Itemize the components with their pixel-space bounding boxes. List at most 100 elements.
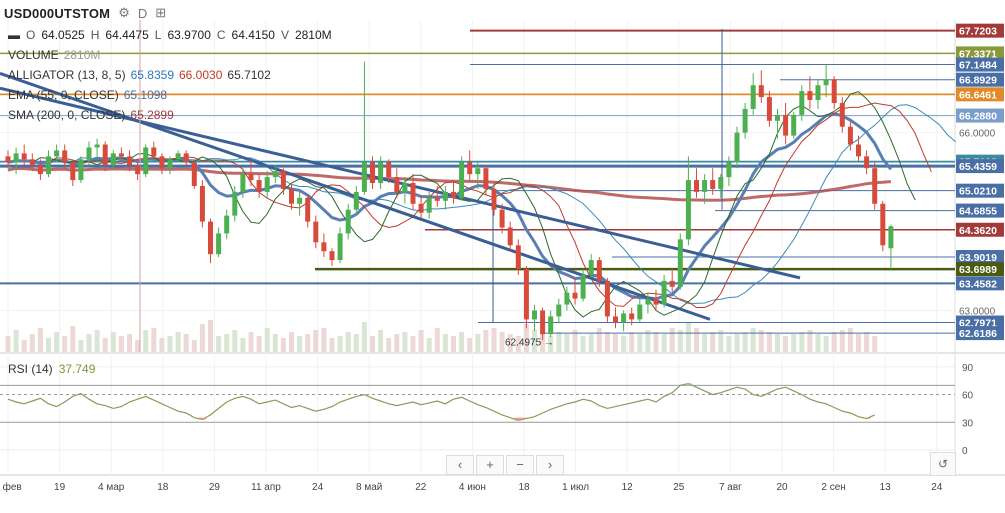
candle-body — [645, 298, 651, 305]
legend-sma[interactable]: SMA (200, 0, CLOSE) 65.2899 — [8, 108, 174, 122]
price-axis-label: 65.4359 — [959, 161, 997, 173]
volume-bar — [799, 332, 805, 352]
price-label-box — [956, 326, 1004, 341]
volume-bar — [864, 332, 870, 352]
volume-bar — [726, 336, 732, 352]
candle-body — [775, 114, 780, 121]
volume-bar — [224, 334, 230, 352]
price-label-box — [956, 57, 1004, 72]
candle-body — [637, 304, 643, 320]
candle-body — [5, 156, 11, 163]
collapse-legend-icon[interactable]: ▬ — [8, 28, 20, 42]
time-tick-label: 8 май — [356, 482, 382, 493]
volume-bar — [321, 328, 327, 352]
time-tick-label: 6 фев — [0, 481, 22, 493]
volume-bar — [13, 330, 19, 352]
candle-body — [507, 227, 513, 246]
candle-body — [629, 313, 635, 320]
o-value: 64.0525 — [41, 28, 85, 42]
volume-bar — [118, 336, 124, 352]
volume-bar — [191, 340, 197, 352]
volume-bar — [29, 334, 35, 352]
candle-body — [515, 245, 521, 269]
reset-chart-button[interactable]: ↺ — [930, 452, 956, 476]
legend-rsi[interactable]: RSI (14) 37.749 — [8, 362, 95, 376]
symbol-title[interactable]: USD000UTSTOM — [4, 5, 111, 21]
compare-icon[interactable]: ⊞ — [155, 5, 167, 20]
candle-body — [434, 197, 440, 201]
volume-bar — [669, 328, 675, 352]
candle-body — [313, 221, 319, 243]
candle-body — [224, 215, 230, 234]
candle-body — [613, 316, 618, 323]
legend-volume[interactable]: VOLUME 2810M — [8, 48, 100, 62]
volume-bar — [54, 332, 60, 352]
zoom-out-button[interactable]: − — [506, 455, 534, 475]
candle-body — [110, 153, 116, 166]
volume-bar — [831, 332, 837, 352]
interval-label[interactable]: D — [137, 5, 148, 21]
candle-body — [791, 114, 797, 136]
zoom-in-button[interactable]: + — [476, 455, 504, 475]
v-value: 2810M — [294, 28, 332, 42]
volume-bar — [135, 340, 141, 352]
candle-body — [475, 168, 481, 175]
time-tick-label: 13 — [880, 482, 892, 493]
candle-body — [702, 180, 708, 192]
scroll-left-button[interactable]: ‹ — [446, 455, 474, 475]
volume-bar — [167, 336, 173, 352]
legend-volume-value: 2810M — [63, 48, 101, 62]
volume-bar — [507, 334, 513, 352]
candle-body — [734, 132, 740, 163]
candle-body — [143, 147, 149, 175]
price-axis-label: 63.4582 — [959, 278, 997, 290]
price-label-box — [956, 23, 1004, 38]
time-tick-label: 24 — [931, 482, 943, 493]
volume-bar — [272, 334, 278, 352]
candle-body — [370, 162, 375, 184]
legend-ema[interactable]: EMA (55, 0, CLOSE) 65.1098 — [8, 88, 167, 102]
scroll-right-button[interactable]: › — [536, 455, 564, 475]
legend-sma-name: SMA (200, 0, CLOSE) — [8, 108, 126, 122]
candle-body — [418, 203, 424, 213]
candle-body — [742, 108, 748, 133]
volume-bar — [94, 330, 100, 352]
candle-body — [37, 165, 43, 175]
volume-bar — [775, 334, 780, 352]
volume-bar — [199, 324, 205, 352]
volume-bar — [216, 336, 222, 352]
price-label-box — [956, 46, 1004, 61]
candle-body — [29, 159, 35, 166]
candle-body — [345, 209, 351, 234]
candle-body — [361, 162, 367, 192]
candle-body — [70, 162, 76, 181]
legend-alligator[interactable]: ALLIGATOR (13, 8, 5) 65.8359 66.0030 65.… — [8, 68, 271, 82]
volume-bar — [378, 330, 384, 352]
c-label: C — [216, 28, 226, 42]
price-label-box — [956, 87, 1004, 102]
volume-bar — [815, 334, 821, 352]
volume-bar — [297, 336, 303, 352]
volume-bar — [264, 328, 270, 352]
candle-body — [604, 280, 610, 317]
candle-body — [86, 147, 92, 160]
volume-bar — [451, 336, 456, 352]
candle-body — [491, 188, 497, 210]
candle-body — [353, 191, 359, 210]
candle-body — [823, 79, 829, 86]
price-label-box — [956, 159, 1004, 174]
time-tick-label: 4 июн — [459, 482, 486, 493]
volume-bar — [621, 336, 627, 352]
volume-bar — [604, 332, 610, 352]
candle-body — [127, 156, 132, 166]
candle-body — [337, 233, 343, 261]
candle-body — [248, 174, 254, 181]
volume-bar — [548, 336, 554, 352]
gear-icon[interactable]: ⚙ — [118, 5, 130, 20]
time-tick-label: 11 апр — [251, 482, 281, 493]
volume-bar — [442, 334, 448, 352]
legend-alligator-v1: 65.8359 — [130, 68, 174, 82]
volume-bar — [232, 330, 238, 352]
